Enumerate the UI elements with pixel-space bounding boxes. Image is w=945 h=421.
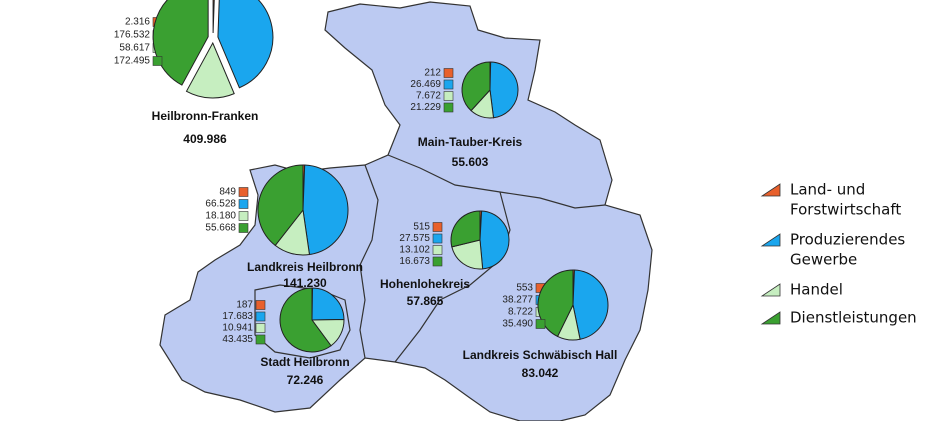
legend-swatch xyxy=(255,323,266,333)
value-label: 26.469 xyxy=(410,79,441,90)
value-label: 18.180 xyxy=(205,211,236,222)
value-label: 553 xyxy=(516,283,533,294)
legend-swatch xyxy=(238,223,249,233)
pie-slice xyxy=(212,0,215,34)
pie-slice xyxy=(572,269,609,340)
legend-swatch xyxy=(152,56,163,66)
legend-swatch xyxy=(238,199,249,209)
value-label: 10.941 xyxy=(222,323,253,334)
legend-icon xyxy=(760,311,781,325)
value-label: 55.668 xyxy=(205,223,236,234)
pie-slice xyxy=(152,0,209,86)
pie-slice xyxy=(185,41,235,99)
pie-slice xyxy=(451,239,484,270)
pie-slice xyxy=(450,210,481,248)
region-total: 72.246 xyxy=(287,373,324,387)
region-total: 57.865 xyxy=(407,294,444,308)
legend-swatch xyxy=(255,311,266,322)
region-name: Heilbronn-Franken xyxy=(152,109,259,123)
legend-icon xyxy=(760,183,781,197)
legend-label: Dienstleistungen xyxy=(790,309,917,327)
legend-swatch xyxy=(238,211,249,221)
value-label: 21.229 xyxy=(410,102,441,113)
value-label: 8.722 xyxy=(508,307,533,318)
legend-swatch xyxy=(535,319,546,329)
district-border xyxy=(394,191,511,363)
legend-swatch xyxy=(443,68,454,78)
legend-swatch xyxy=(238,187,249,197)
value-label: 849 xyxy=(219,187,236,198)
region-name: Main-Tauber-Kreis xyxy=(418,135,523,149)
pie-slice xyxy=(302,164,349,256)
region-total: 409.986 xyxy=(183,132,227,146)
legend-swatch xyxy=(443,79,454,90)
value-label: 515 xyxy=(413,222,430,233)
pie-slice xyxy=(537,269,574,338)
legend-icon xyxy=(760,283,781,297)
legend-label: Gewerbe xyxy=(790,251,857,269)
value-label: 27.575 xyxy=(399,233,430,244)
pie-slice xyxy=(311,287,345,321)
legend-swatch xyxy=(443,102,454,113)
value-label: 187 xyxy=(236,300,253,311)
legend-swatch xyxy=(255,334,266,345)
value-label: 176.532 xyxy=(114,30,151,41)
value-label: 172.495 xyxy=(114,56,151,67)
region-total: 83.042 xyxy=(522,366,559,380)
region-total: 141.230 xyxy=(283,276,327,290)
value-label: 2.316 xyxy=(125,17,150,28)
value-label: 35.490 xyxy=(502,319,533,330)
pie-slice xyxy=(489,61,519,119)
value-label: 43.435 xyxy=(222,334,253,345)
legend-label: Handel xyxy=(790,281,843,299)
pie-slice xyxy=(257,164,304,247)
legend-label: Land- und xyxy=(790,181,865,199)
value-label: 17.683 xyxy=(222,311,253,322)
region-total: 55.603 xyxy=(452,155,489,169)
value-label: 16.673 xyxy=(399,256,430,267)
legend-swatch xyxy=(432,245,443,255)
region-name: Landkreis Schwäbisch Hall xyxy=(463,348,618,362)
pie-slice xyxy=(217,0,274,89)
region-name: Stadt Heilbronn xyxy=(260,355,349,369)
value-label: 13.102 xyxy=(399,245,430,256)
legend-swatch xyxy=(432,233,443,244)
region-name: Hohenlohekreis xyxy=(380,277,470,291)
pie-slice xyxy=(461,61,491,112)
legend-swatch xyxy=(443,91,454,101)
value-label: 212 xyxy=(424,68,441,79)
pie-slice xyxy=(479,210,510,270)
legend-label: Forstwirtschaft xyxy=(790,201,901,219)
legend-swatch xyxy=(255,300,266,310)
value-label: 7.672 xyxy=(416,91,441,102)
region-name: Landkreis Heilbronn xyxy=(247,260,363,274)
legend-icon xyxy=(760,233,781,247)
legend-label: Produzierendes xyxy=(790,231,905,249)
district-border xyxy=(359,164,379,359)
value-label: 38.277 xyxy=(502,295,533,306)
legend-swatch xyxy=(432,256,443,267)
value-label: 58.617 xyxy=(119,43,150,54)
value-label: 66.528 xyxy=(205,199,236,210)
pie-slice xyxy=(279,287,332,353)
legend-swatch xyxy=(432,222,443,232)
